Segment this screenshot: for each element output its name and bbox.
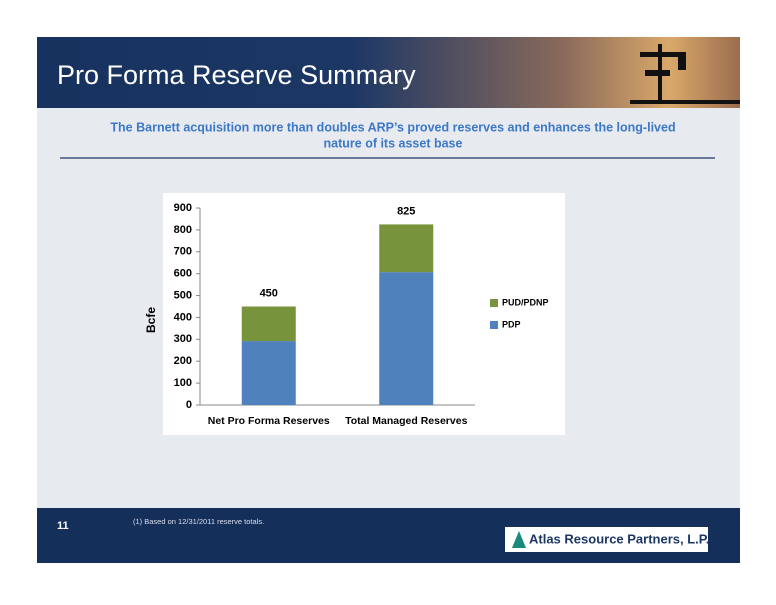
y-tick-label: 200 — [174, 355, 192, 367]
y-tick-label: 900 — [174, 202, 192, 214]
page-number: 11 — [57, 520, 69, 532]
bar-segment — [379, 272, 434, 405]
y-tick-label: 300 — [174, 333, 192, 345]
legend-label: PUD/PDNP — [502, 297, 549, 307]
legend-swatch — [490, 299, 498, 307]
y-tick-label: 0 — [186, 399, 192, 411]
total-label: 825 — [397, 205, 415, 217]
y-tick-label: 400 — [174, 311, 192, 323]
title: Pro Forma Reserve Summary — [57, 60, 416, 90]
header-band — [37, 37, 740, 108]
logo-text: Atlas Resource Partners, L.P. — [529, 531, 709, 546]
subtitle: The Barnett acquisition more than double… — [110, 120, 675, 134]
bar-segment — [379, 224, 434, 273]
bar-segment — [241, 341, 296, 405]
y-tick-label: 100 — [174, 377, 192, 389]
legend-label: PDP — [502, 319, 521, 329]
y-tick-label: 500 — [174, 289, 192, 301]
legend-swatch — [490, 321, 498, 329]
y-tick-label: 800 — [174, 224, 192, 236]
bar-segment — [241, 306, 296, 342]
chart-area — [163, 193, 565, 435]
y-tick-label: 700 — [174, 246, 192, 258]
total-label: 450 — [260, 287, 278, 299]
y-tick-label: 600 — [174, 268, 192, 280]
footnote: (1) Based on 12/31/2011 reserve totals. — [133, 517, 264, 526]
y-axis-label: Bcfe — [144, 307, 158, 333]
chart: 0 100 200 300 400 500 600 700 800 900 450 Net Pro F… — [174, 202, 549, 427]
logo-box — [505, 527, 708, 552]
x-tick-label: Net Pro Forma Reserves — [208, 415, 330, 427]
logo-mark — [512, 531, 526, 548]
oil-pump-icon — [630, 44, 740, 104]
x-tick-label: Total Managed Reserves — [345, 415, 468, 427]
subtitle: nature of its asset base — [324, 136, 463, 150]
